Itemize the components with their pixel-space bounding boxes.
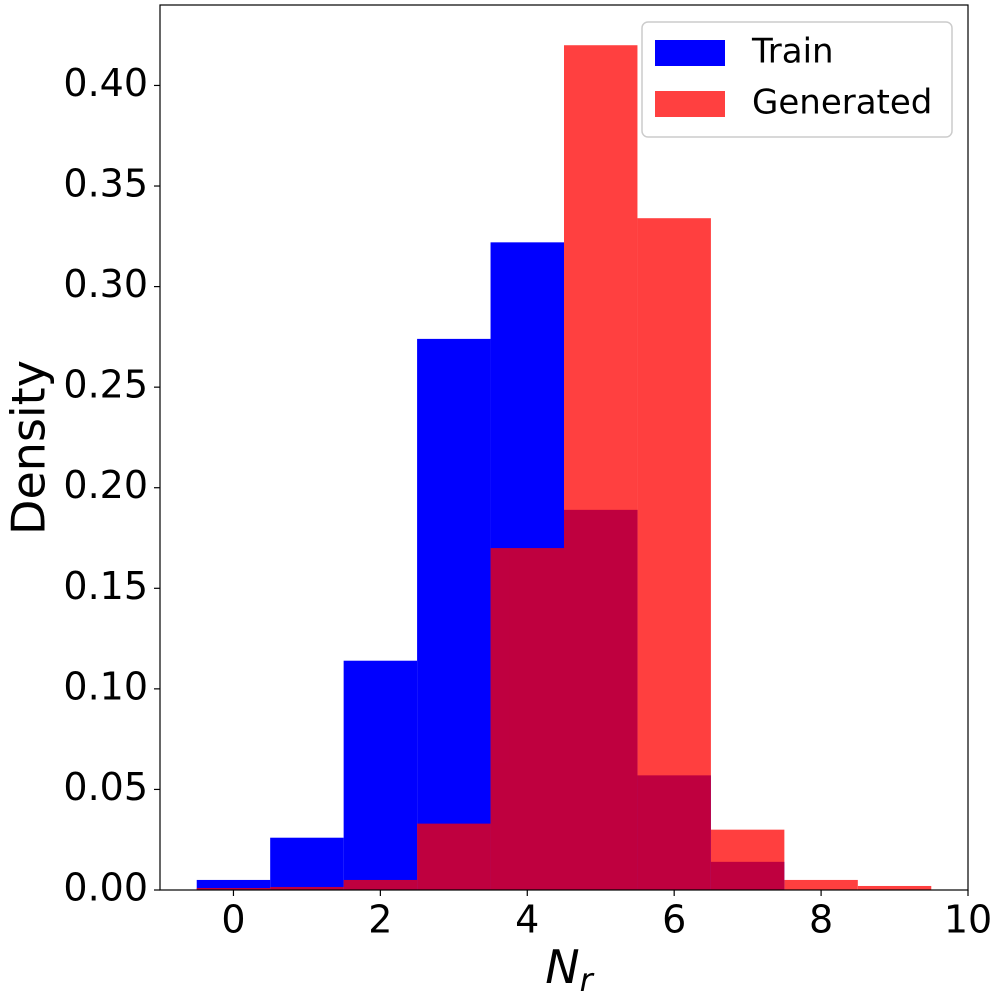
bar xyxy=(710,829,785,890)
x-tick-label: 2 xyxy=(368,898,392,942)
legend-label: Train xyxy=(751,32,834,72)
x-tick-label: 0 xyxy=(221,898,245,942)
y-tick-label: 0.20 xyxy=(63,463,148,507)
y-tick-label: 0.35 xyxy=(63,162,148,206)
y-axis-label: Density xyxy=(2,360,56,535)
bar xyxy=(490,548,564,890)
y-tick-label: 0.10 xyxy=(63,664,148,708)
bar xyxy=(196,879,271,890)
y-tick-label: 0.25 xyxy=(63,363,148,407)
bar xyxy=(196,887,271,890)
y-tick-label: 0.05 xyxy=(63,765,148,809)
x-tick-label: 10 xyxy=(944,898,992,942)
bar xyxy=(417,338,491,890)
bar xyxy=(637,218,711,891)
legend-swatch xyxy=(655,91,725,117)
bar xyxy=(343,660,418,890)
bar xyxy=(343,879,418,890)
bar xyxy=(564,45,638,890)
x-tick-label: 4 xyxy=(515,898,539,942)
bar xyxy=(784,879,858,890)
plot-frame xyxy=(159,4,969,891)
x-axis-label-sub: r xyxy=(580,961,595,999)
series xyxy=(196,45,932,891)
bar xyxy=(417,823,491,890)
x-axis-label-main: N xyxy=(545,940,579,994)
y-tick-label: 0.30 xyxy=(63,262,148,306)
y-tick-label: 0.00 xyxy=(63,866,148,910)
bar xyxy=(270,837,344,890)
legend: Train Generated xyxy=(641,21,953,138)
bar xyxy=(857,885,932,890)
bar xyxy=(270,886,344,890)
x-tick-label: 6 xyxy=(662,898,686,942)
x-tick-label: 8 xyxy=(809,898,833,942)
y-tick-label: 0.40 xyxy=(63,61,148,105)
legend-label: Generated xyxy=(752,83,932,123)
x-axis-label: Nr xyxy=(545,940,594,1000)
legend-swatch xyxy=(655,40,725,66)
y-tick-label: 0.15 xyxy=(63,564,148,608)
